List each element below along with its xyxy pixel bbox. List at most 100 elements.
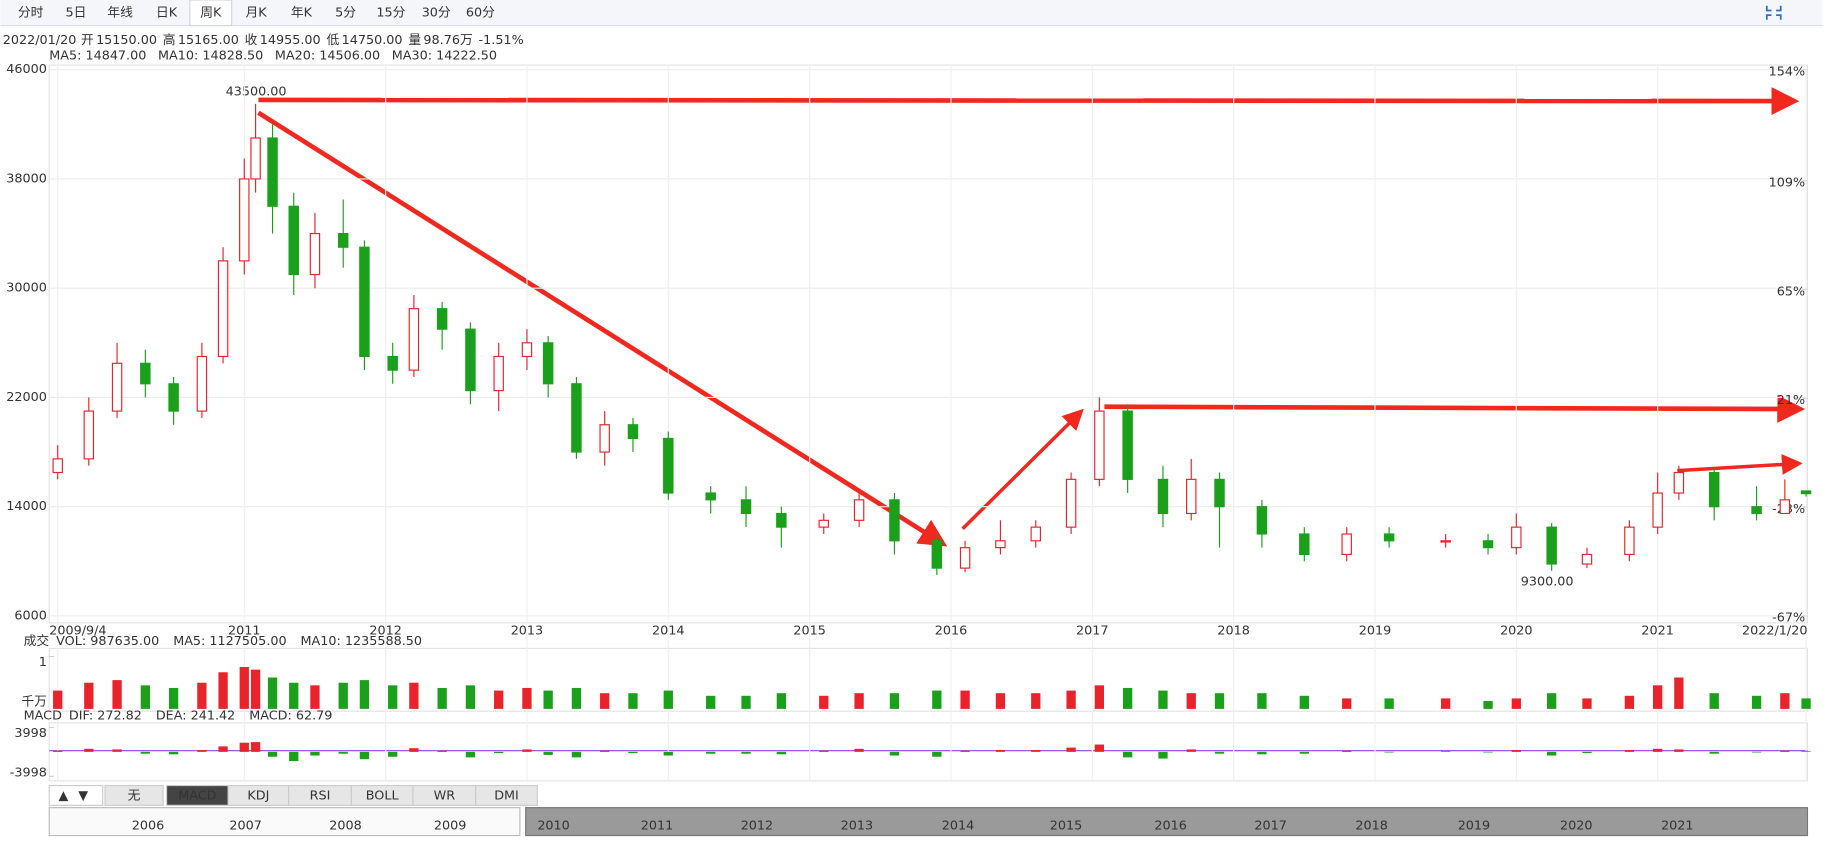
macd-bar [571,751,582,758]
volume-bar [1299,695,1309,709]
indicator-tab[interactable]: MACD [178,789,216,804]
volume-bar [522,687,532,709]
navigator-window[interactable] [525,807,1809,837]
candle-body [1256,506,1268,535]
volume-bar [663,690,673,709]
candle-body [1341,533,1352,556]
volume-bar [1653,685,1663,709]
arrow [1104,395,1806,423]
candle-body [959,547,971,569]
macd-bar [543,751,553,755]
macd-bar [1440,751,1451,752]
candle-body [267,137,278,207]
indicator-tab[interactable]: WR [434,789,456,804]
y2-tick-label: -67% [1772,611,1805,626]
navigator-year: 2017 [1254,819,1287,834]
scroll-up[interactable]: ▲ [59,789,69,804]
scroll-down[interactable]: ▼ [78,789,88,804]
macd-bar [819,750,829,752]
indicator-tab[interactable]: 无 [128,789,141,804]
macd-bar [1031,750,1041,752]
y-tick-label: 22000 [6,390,47,405]
volume-bar [1801,698,1811,709]
volume-bar [310,685,320,709]
candle-body [1157,478,1169,515]
volume-bar [218,672,228,709]
y-tick-label: 6000 [14,608,47,623]
volume-bar [1674,677,1684,709]
macd-bar [1122,751,1133,758]
x-tick-label: 2011 [228,624,261,639]
volume-bar [1158,690,1168,709]
candle-body [1094,410,1105,480]
ma-legend: MA30: 14222.50 [392,48,497,63]
candle-body [140,362,151,385]
macd-bar [1624,750,1635,752]
macd-bar [1511,750,1521,752]
macd-bar [112,749,122,752]
macd-bar [1751,751,1762,753]
period-tab[interactable]: 周K [200,5,222,20]
candle-body [818,519,829,528]
macd-bar [1066,747,1076,752]
indicator-tab[interactable]: RSI [310,789,331,804]
period-tab[interactable]: 分时 [18,5,44,20]
navigator-year: 2018 [1355,819,1388,834]
toolbar [0,0,1823,26]
fullscreen-icon[interactable] [1765,5,1782,20]
ma-legend: MA10: 14828.50 [158,48,263,63]
arrow [258,87,1800,116]
period-tab[interactable]: 5分 [335,5,356,20]
candle-body [1652,492,1663,528]
y2-tick-label: 109% [1769,176,1806,191]
volume-bar [995,693,1006,709]
period-tab[interactable]: 30分 [422,5,451,20]
y-tick-label: 46000 [6,62,47,77]
candle-body [1214,478,1225,508]
indicator-tab[interactable]: DMI [494,789,519,804]
y2-tick-label: 21% [1777,393,1805,408]
ma-legend: MA5: 14847.00 [49,48,146,63]
volume-bar [1384,698,1394,709]
x-tick-label: 2015 [793,624,826,639]
macd-bar [239,742,249,752]
period-tab[interactable]: 60分 [466,5,495,20]
period-tab[interactable]: 日K [156,5,178,20]
volume-bar [140,685,150,709]
candle-body [217,260,229,358]
candle-body [705,492,716,501]
period-tab[interactable]: 月K [246,5,268,20]
macd-bar [1801,751,1811,752]
volume-bar [1511,698,1521,709]
volume-bar [465,685,476,709]
period-tab[interactable]: 5日 [66,5,87,20]
panel-legend: DEA: 241.42 [156,708,235,723]
candle-body [1624,526,1635,556]
macd-bar [388,751,398,757]
navigator-year: 2009 [434,819,466,834]
navigator-year: 2011 [641,819,674,834]
arrows [257,87,1806,547]
indicator-tab[interactable]: KDJ [247,789,269,804]
candle-body [1186,478,1197,515]
x-tick-label: 2009/9/4 [49,624,106,639]
indicator-tab-bg [475,784,538,806]
period-tab[interactable]: 年线 [107,5,133,20]
candle-body [1065,478,1077,528]
panel-legend: MA5: 1127505.00 [173,634,286,649]
y-tick-label: 14000 [6,499,47,514]
volume-bar [359,680,370,709]
period-tab[interactable]: 年K [291,5,313,20]
plot-frame [48,64,1809,624]
navigator-year: 2021 [1661,819,1694,834]
active-tab-bg [189,0,233,27]
macd-bar [289,751,299,762]
candle-body [1440,540,1451,543]
indicator-tab[interactable]: BOLL [366,789,400,804]
volume-bar [1483,701,1493,709]
volume-bar [84,682,94,709]
period-tab[interactable]: 15分 [376,5,405,20]
volume-bar [53,690,63,709]
navigator-left [48,807,521,837]
